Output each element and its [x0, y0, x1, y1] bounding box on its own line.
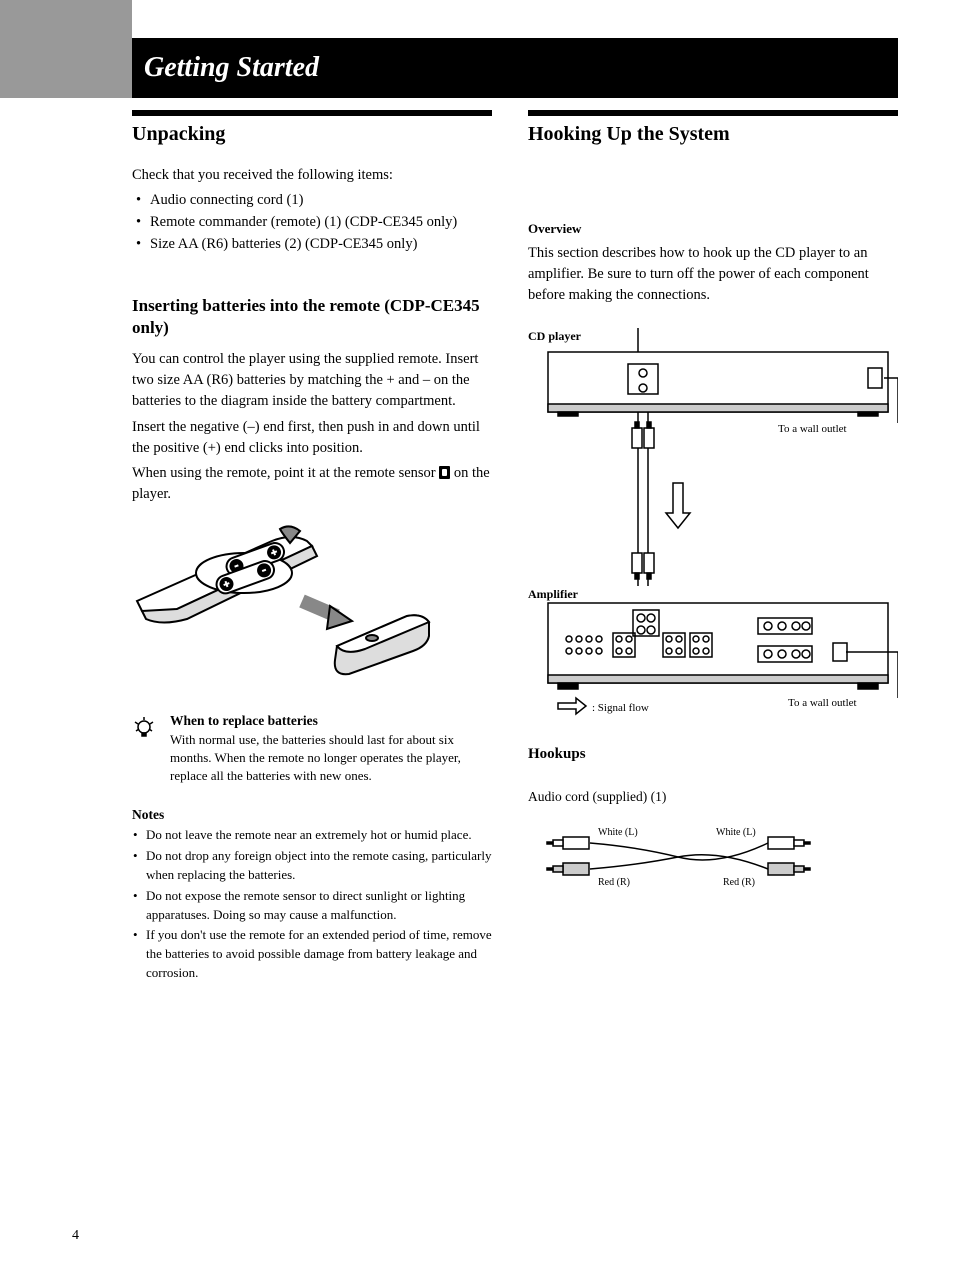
- list-item: Do not expose the remote sensor to direc…: [132, 887, 492, 925]
- tip-block: When to replace batteries With normal us…: [132, 713, 492, 786]
- hooking-up-heading: Hooking Up the System: [528, 122, 898, 147]
- amplifier-label: Amplifier: [528, 587, 579, 601]
- left-column: Unpacking Check that you received the fo…: [132, 110, 492, 1214]
- white-l-right: White (L): [716, 827, 756, 838]
- remote-sensor-icon: [439, 466, 450, 479]
- list-item: Audio connecting cord (1): [134, 190, 492, 212]
- tip-icon: [132, 713, 160, 739]
- unpacking-intro: Check that you received the following it…: [132, 165, 492, 186]
- hookup-diagram: CD player: [528, 328, 898, 718]
- list-item: If you don't use the remote for an exten…: [132, 926, 492, 983]
- batteries-heading: Inserting batteries into the remote (CDP…: [132, 295, 492, 339]
- list-item: Do not drop any foreign object into the …: [132, 847, 492, 885]
- hookup-svg: CD player: [528, 328, 898, 718]
- chapter-band: Getting Started: [132, 38, 898, 98]
- wall-outlet-label-top: To a wall outlet: [778, 423, 847, 435]
- unpacking-heading: Unpacking: [132, 122, 492, 147]
- cord-caption: Audio cord (supplied) (1): [528, 789, 898, 805]
- right-rule: [528, 110, 898, 116]
- cd-player-label: CD player: [528, 329, 582, 343]
- right-column: Hooking Up the System Overview This sect…: [528, 110, 898, 1214]
- tip-content: When to replace batteries With normal us…: [170, 713, 492, 786]
- batteries-para2: Insert the negative (–) end first, then …: [132, 417, 492, 459]
- cord-svg: White (L) Red (R) White (L) Red (R): [528, 827, 838, 897]
- red-r-left: Red (R): [598, 877, 630, 888]
- batteries-para3: When using the remote, point it at the r…: [132, 463, 492, 505]
- cord-diagram: White (L) Red (R) White (L) Red (R): [528, 827, 898, 897]
- battery-diagram: [132, 521, 492, 691]
- list-item: Do not leave the remote near an extremel…: [132, 826, 492, 845]
- para3-a: When using the remote, point it at the r…: [132, 465, 439, 481]
- chapter-title: Getting Started: [144, 52, 319, 84]
- notes-heading: Notes: [132, 807, 492, 823]
- overview-label: Overview: [528, 221, 898, 237]
- overview-body: This section describes how to hook up th…: [528, 243, 898, 306]
- content-area: Unpacking Check that you received the fo…: [132, 110, 898, 1214]
- red-r-right: Red (R): [723, 877, 755, 888]
- unpacking-list: Audio connecting cord (1) Remote command…: [132, 190, 492, 255]
- list-item: Remote commander (remote) (1) (CDP-CE345…: [134, 212, 492, 234]
- tip-heading: When to replace batteries: [170, 713, 492, 729]
- wall-outlet-label-bottom: To a wall outlet: [788, 697, 857, 709]
- white-l-left: White (L): [598, 827, 638, 838]
- battery-svg: [132, 521, 452, 691]
- signal-flow-label: : Signal flow: [592, 702, 649, 714]
- page-number: 4: [72, 1228, 79, 1244]
- sidebar-gray-block: [0, 0, 132, 98]
- left-rule: [132, 110, 492, 116]
- tip-body: With normal use, the batteries should la…: [170, 731, 492, 786]
- batteries-para1: You can control the player using the sup…: [132, 349, 492, 412]
- hookups-heading: Hookups: [528, 746, 898, 763]
- list-item: Size AA (R6) batteries (2) (CDP-CE345 on…: [134, 234, 492, 256]
- notes-list: Do not leave the remote near an extremel…: [132, 826, 492, 985]
